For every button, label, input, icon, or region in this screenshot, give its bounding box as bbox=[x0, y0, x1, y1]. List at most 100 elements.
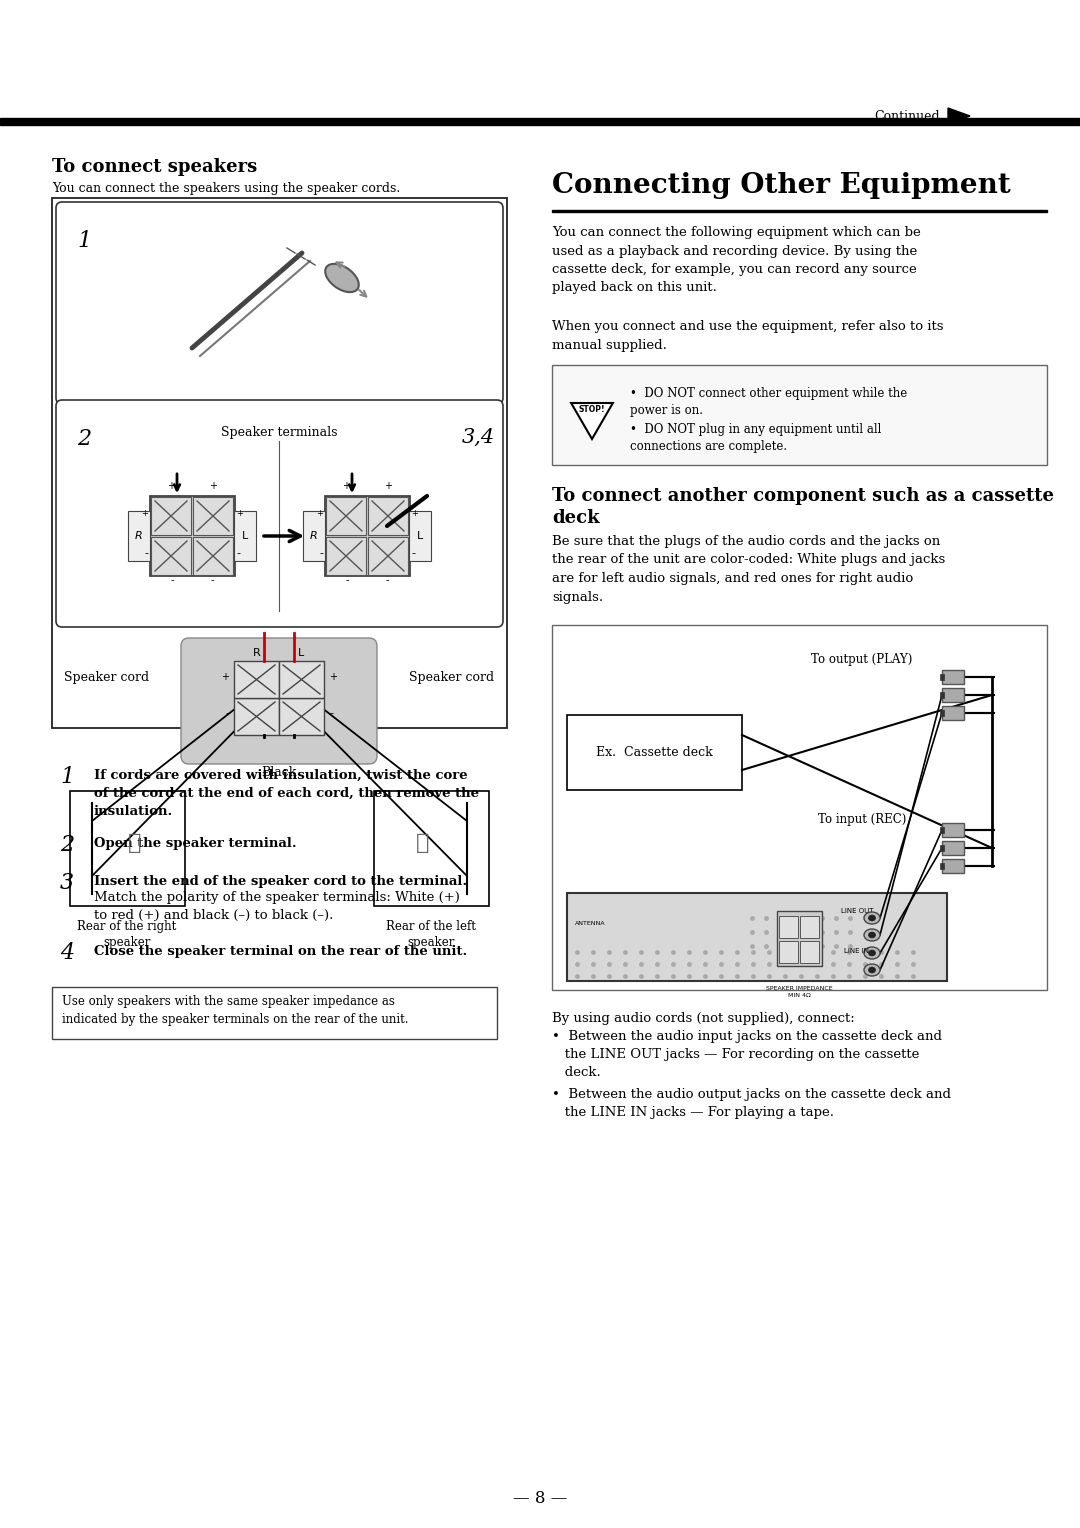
Text: To input (REC): To input (REC) bbox=[818, 813, 906, 827]
Bar bbox=[193, 536, 233, 575]
Text: L: L bbox=[417, 532, 423, 541]
Text: -: - bbox=[211, 575, 214, 585]
Bar bbox=[409, 510, 431, 561]
Bar bbox=[942, 859, 964, 872]
Text: LINE IN: LINE IN bbox=[845, 947, 869, 953]
Ellipse shape bbox=[864, 912, 880, 924]
Text: +: + bbox=[411, 509, 418, 518]
Bar bbox=[52, 987, 497, 1039]
Text: speaker: speaker bbox=[104, 937, 151, 949]
Bar bbox=[940, 863, 944, 869]
Bar bbox=[940, 674, 944, 680]
Text: •  DO NOT plug in any equipment until all
connections are complete.: • DO NOT plug in any equipment until all… bbox=[630, 423, 881, 452]
Bar bbox=[552, 209, 1047, 212]
Text: Black: Black bbox=[261, 766, 297, 779]
Text: +: + bbox=[167, 481, 175, 490]
Text: Ⓛ: Ⓛ bbox=[416, 833, 430, 853]
Polygon shape bbox=[948, 108, 970, 124]
Text: speaker: speaker bbox=[407, 937, 455, 949]
FancyBboxPatch shape bbox=[56, 400, 503, 626]
Ellipse shape bbox=[868, 950, 876, 957]
Bar bbox=[279, 698, 324, 735]
Bar bbox=[234, 662, 279, 698]
Text: Continued: Continued bbox=[875, 110, 940, 122]
Text: -: - bbox=[329, 707, 333, 718]
Text: 2: 2 bbox=[77, 428, 91, 451]
Text: To output (PLAY): To output (PLAY) bbox=[811, 652, 913, 666]
Text: SPEAKER IMPEDANCE: SPEAKER IMPEDANCE bbox=[766, 986, 833, 992]
Bar bbox=[234, 510, 256, 561]
Text: STOP!: STOP! bbox=[579, 405, 605, 414]
Ellipse shape bbox=[864, 929, 880, 941]
Text: Open the speaker terminal.: Open the speaker terminal. bbox=[94, 837, 297, 850]
Text: -: - bbox=[346, 575, 349, 585]
Text: +: + bbox=[210, 481, 217, 490]
Ellipse shape bbox=[864, 947, 880, 960]
Bar bbox=[70, 792, 185, 906]
FancyBboxPatch shape bbox=[181, 639, 377, 764]
Bar bbox=[567, 715, 742, 790]
Text: 3: 3 bbox=[60, 872, 75, 894]
Text: L: L bbox=[298, 648, 305, 659]
Bar bbox=[326, 497, 366, 535]
Text: Red: Red bbox=[267, 642, 292, 654]
Text: Rear of the right: Rear of the right bbox=[78, 920, 177, 934]
Bar bbox=[368, 497, 408, 535]
Text: Speaker terminals: Speaker terminals bbox=[220, 426, 337, 439]
Ellipse shape bbox=[868, 967, 876, 973]
Bar bbox=[552, 625, 1047, 990]
Text: 1: 1 bbox=[60, 766, 75, 788]
Text: MIN 4Ω: MIN 4Ω bbox=[787, 993, 810, 998]
Bar bbox=[942, 706, 964, 720]
Text: +: + bbox=[141, 509, 148, 518]
Text: •  Between the audio output jacks on the cassette deck and
   the LINE IN jacks : • Between the audio output jacks on the … bbox=[552, 1088, 951, 1118]
Text: Ex.  Cassette deck: Ex. Cassette deck bbox=[596, 747, 713, 759]
Bar bbox=[779, 915, 798, 938]
Bar bbox=[151, 497, 191, 535]
Text: -: - bbox=[237, 549, 240, 558]
Bar bbox=[52, 199, 507, 727]
Text: Close the speaker terminal on the rear of the unit.: Close the speaker terminal on the rear o… bbox=[94, 944, 468, 958]
Text: 3,4: 3,4 bbox=[462, 428, 495, 448]
Bar bbox=[779, 941, 798, 963]
Bar bbox=[942, 840, 964, 856]
Text: 1: 1 bbox=[77, 231, 91, 252]
Bar bbox=[129, 510, 150, 561]
Bar bbox=[0, 118, 1080, 125]
Bar bbox=[940, 827, 944, 833]
Ellipse shape bbox=[864, 964, 880, 976]
Text: By using audio cords (not supplied), connect:: By using audio cords (not supplied), con… bbox=[552, 1012, 854, 1025]
Polygon shape bbox=[571, 403, 612, 439]
Bar bbox=[567, 892, 947, 981]
Text: When you connect and use the equipment, refer also to its
manual supplied.: When you connect and use the equipment, … bbox=[552, 319, 944, 351]
Bar bbox=[552, 365, 1047, 465]
Bar bbox=[150, 497, 235, 576]
Text: -: - bbox=[319, 549, 323, 558]
Bar bbox=[374, 792, 489, 906]
Bar bbox=[942, 688, 964, 701]
Bar bbox=[940, 711, 944, 717]
Text: Insert the end of the speaker cord to the terminal.: Insert the end of the speaker cord to th… bbox=[94, 876, 468, 888]
Text: Be sure that the plugs of the audio cords and the jacks on
the rear of the unit : Be sure that the plugs of the audio cord… bbox=[552, 535, 945, 604]
Text: +: + bbox=[329, 672, 337, 681]
Text: Rear of the left: Rear of the left bbox=[386, 920, 476, 934]
Bar bbox=[234, 698, 279, 735]
Text: -: - bbox=[386, 575, 389, 585]
Ellipse shape bbox=[868, 932, 876, 938]
Text: LINE OUT: LINE OUT bbox=[840, 908, 874, 914]
Bar bbox=[151, 536, 191, 575]
Text: You can connect the following equipment which can be
used as a playback and reco: You can connect the following equipment … bbox=[552, 226, 921, 295]
Text: •  DO NOT connect other equipment while the
power is on.: • DO NOT connect other equipment while t… bbox=[630, 387, 907, 417]
Bar bbox=[326, 536, 366, 575]
Text: Connecting Other Equipment: Connecting Other Equipment bbox=[552, 173, 1011, 199]
Bar bbox=[777, 911, 822, 966]
Text: -: - bbox=[171, 575, 174, 585]
Bar bbox=[303, 510, 325, 561]
Text: Ⓡ: Ⓡ bbox=[129, 833, 141, 853]
Text: -: - bbox=[411, 549, 415, 558]
Text: R: R bbox=[253, 648, 261, 659]
Text: R: R bbox=[135, 532, 143, 541]
Text: Use only speakers with the same speaker impedance as
indicated by the speaker te: Use only speakers with the same speaker … bbox=[62, 995, 408, 1025]
Text: -: - bbox=[225, 707, 229, 718]
Text: Speaker cord: Speaker cord bbox=[65, 671, 149, 685]
